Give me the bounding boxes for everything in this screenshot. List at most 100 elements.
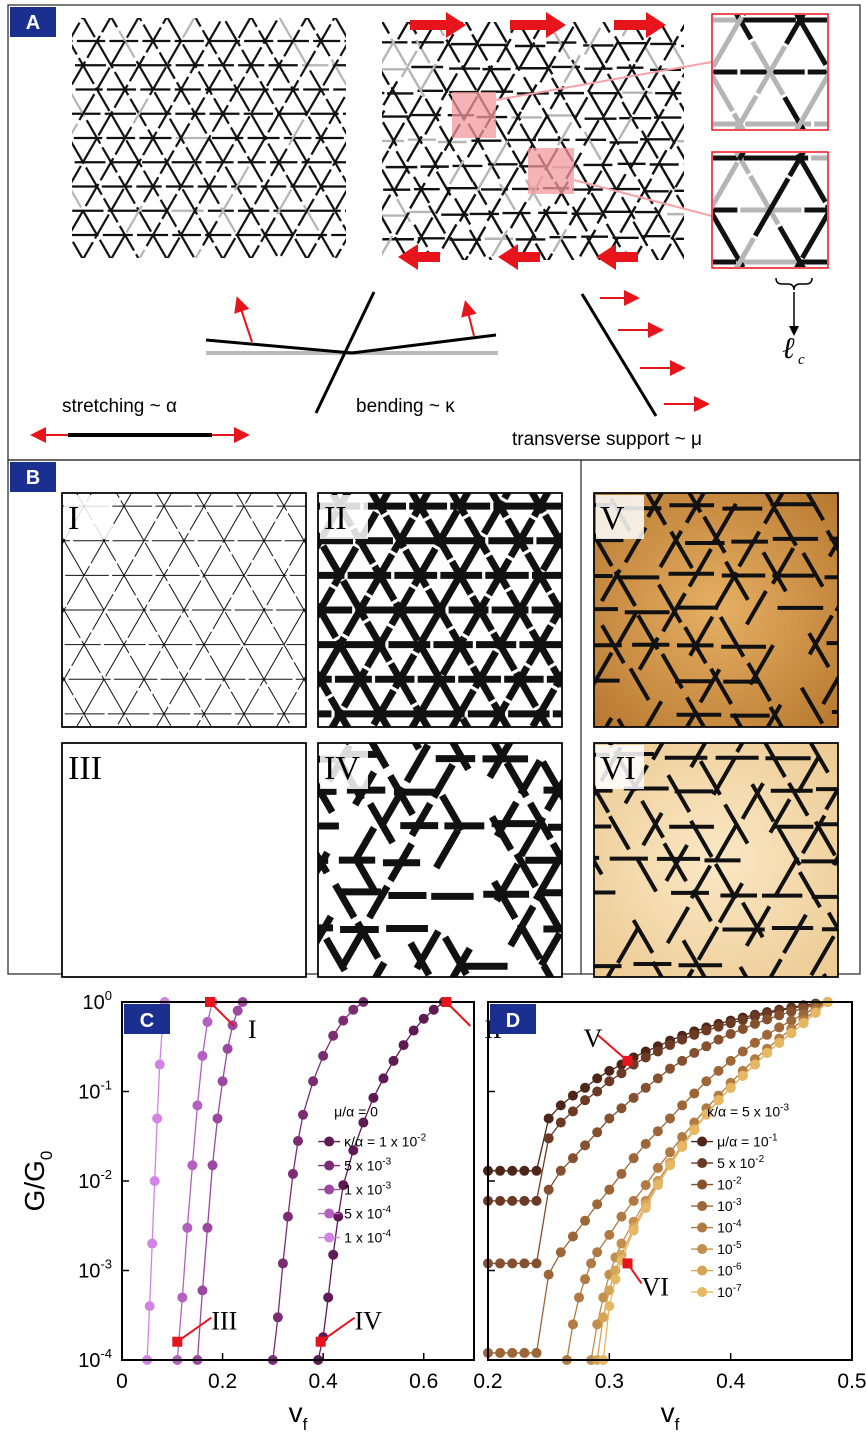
network-bond (293, 306, 308, 332)
network-bond (87, 36, 100, 58)
network-bond (322, 242, 335, 265)
network-bond (74, 179, 89, 205)
network-bond (209, 137, 224, 163)
network-bond (118, 58, 132, 82)
network-bond (169, 328, 183, 353)
network-bond (322, 303, 338, 330)
network-bond (361, 207, 374, 230)
network-bond (672, 0, 685, 15)
network-bond (425, 124, 439, 149)
network-bond (289, 120, 304, 146)
network-bond (615, 36, 629, 60)
network-bond (666, 275, 682, 302)
network-bond (817, 292, 833, 319)
network-bond (626, 163, 642, 191)
bending-label: bending ~ κ (356, 396, 455, 417)
network-bond (395, 314, 411, 341)
network-bond (151, 0, 164, 12)
network-bond (171, 260, 185, 284)
network-bond (481, 401, 496, 427)
network-bond (760, 353, 775, 379)
network-bond (456, 324, 470, 348)
network-bond (304, 387, 318, 410)
network-bond (675, 12, 703, 61)
network-bond (142, 362, 157, 388)
network-bond (39, 37, 53, 61)
network-bond (326, 147, 341, 172)
network-bond (733, 389, 747, 413)
network-bond (843, 216, 856, 239)
network-bond (750, 319, 765, 345)
network-bond (669, 0, 684, 15)
network-bond (259, 393, 274, 419)
network-bond (857, 43, 866, 65)
network-bond (707, 294, 721, 319)
network-bond (496, 344, 511, 370)
network-bond (186, 147, 202, 174)
network-bond (29, 39, 42, 62)
network-bond (336, 261, 350, 285)
network-bond (301, 3, 314, 26)
network-bond (732, 352, 764, 408)
network-bond (296, 288, 311, 313)
network-bond (308, 306, 323, 333)
network-bond (284, 30, 299, 56)
network-bond (732, 349, 748, 376)
network-bond (489, 257, 504, 283)
network-bond (341, 0, 355, 24)
network-bond (613, 354, 643, 406)
network-bond (494, 20, 507, 43)
network-bond (382, 429, 397, 454)
network-bond (133, 226, 149, 253)
network-bond (479, 0, 495, 1)
network-bond (186, 249, 201, 275)
network-bond (155, 92, 168, 115)
network-bond (231, 127, 246, 152)
stretching-diagram: stretching ~ α (34, 396, 246, 435)
network-bond (53, 111, 66, 133)
network-bond (3, 363, 18, 389)
network-bond (106, 300, 122, 327)
network-bond (284, 0, 298, 2)
network-bond (328, 79, 342, 103)
network-bond (606, 266, 619, 288)
network-bond (367, 460, 380, 482)
network-bond (312, 462, 325, 484)
network-bond (424, 267, 439, 293)
network-bond (89, 418, 103, 443)
network-bond (631, 332, 647, 359)
network-bond (135, 36, 149, 60)
network-bond (545, 260, 559, 283)
network-bond (502, 168, 518, 196)
network-bond (183, 404, 196, 426)
network-bond (266, 453, 280, 478)
network-bond (304, 281, 319, 307)
network-bond (414, 0, 428, 8)
network-bond (53, 268, 66, 291)
network-bond (196, 261, 211, 286)
network-bond (29, 506, 43, 531)
network-bond (10, 181, 26, 208)
network-bond (221, 0, 234, 13)
network-bond (545, 383, 560, 409)
network-bond (226, 167, 242, 195)
network-bond (573, 0, 588, 21)
network-bond (35, 267, 50, 294)
network-bond (289, 396, 304, 422)
network-bond (475, 0, 490, 18)
network-bond (435, 189, 448, 212)
network-bond (172, 245, 187, 271)
network-bond (142, 0, 157, 12)
network-bond (280, 330, 293, 353)
network-bond (286, 175, 301, 201)
network-bond (460, 356, 475, 382)
network-bond (385, 273, 401, 300)
network-bond (478, 436, 493, 463)
network-bond (189, 298, 203, 323)
network-bond (329, 32, 343, 55)
network-bond (528, 0, 544, 5)
network-bond (12, 282, 27, 308)
network-bond (560, 261, 573, 284)
network-bond (326, 195, 341, 221)
network-bond (20, 392, 35, 417)
